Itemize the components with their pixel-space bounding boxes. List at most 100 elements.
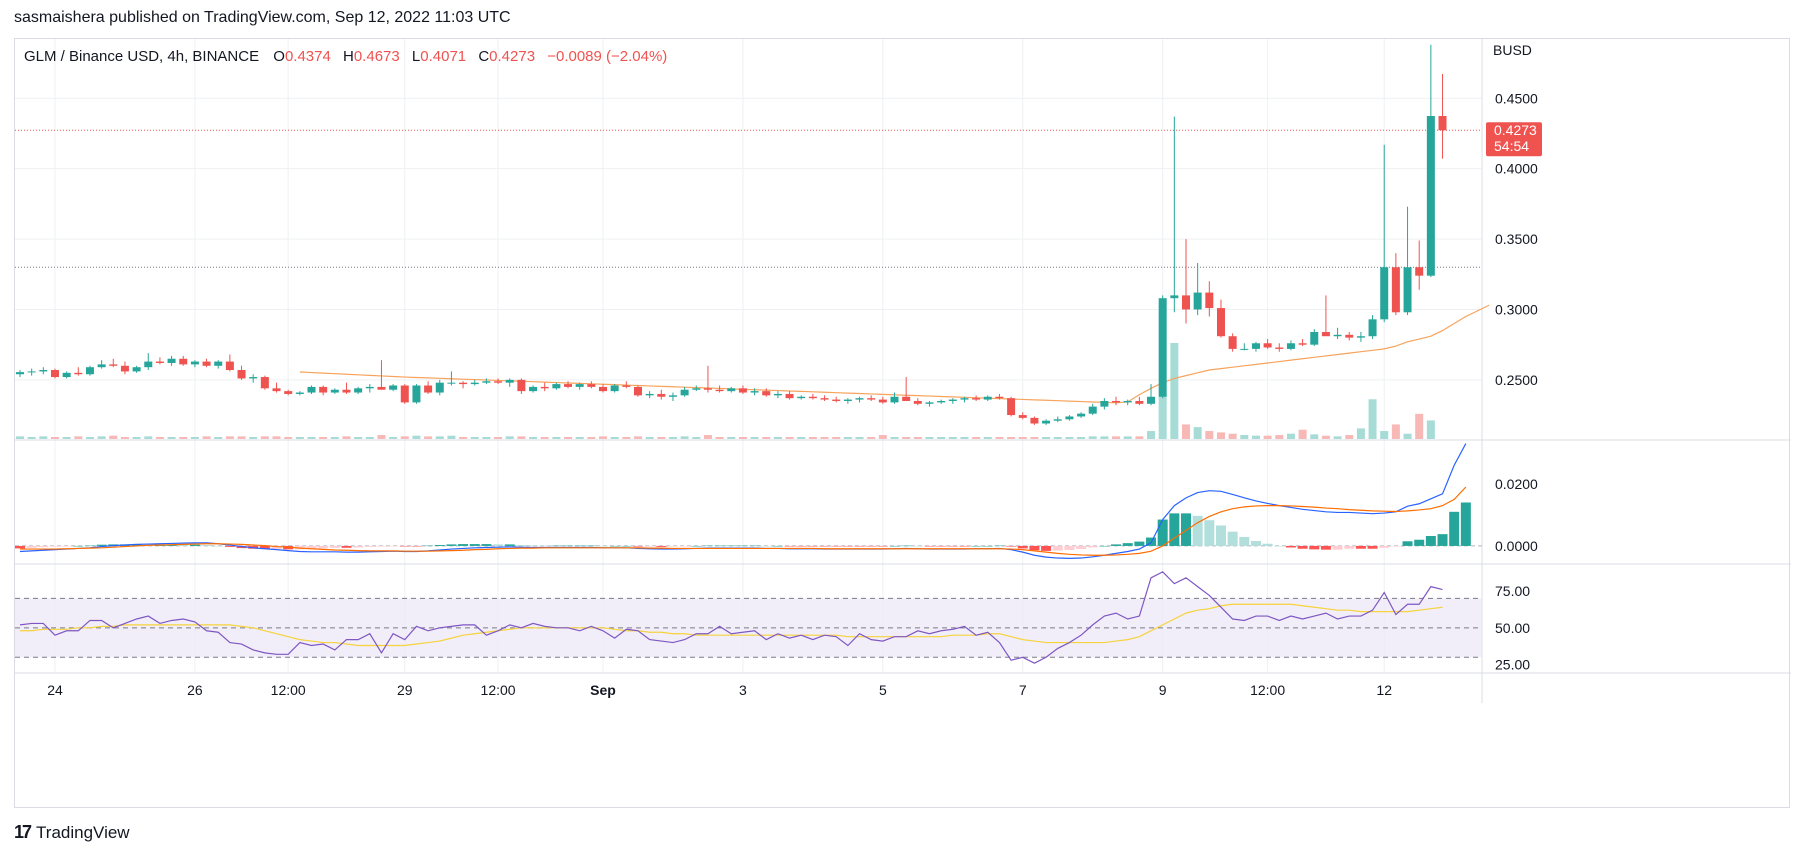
candle-body xyxy=(1310,331,1319,345)
volume-bar xyxy=(1018,437,1027,439)
macd-histogram-bar xyxy=(1320,545,1331,550)
candle-body xyxy=(260,377,269,389)
price-tick-label: 0.4500 xyxy=(1495,90,1538,106)
symbol-title[interactable]: GLM / Binance USD, 4h, BINANCE xyxy=(24,48,260,65)
volume-bar xyxy=(1030,437,1039,439)
volume-bar xyxy=(937,437,946,439)
volume-bar xyxy=(517,436,526,439)
macd-histogram-bar xyxy=(971,545,982,547)
candle-body xyxy=(1426,116,1435,276)
candle-body xyxy=(925,402,934,404)
candle-body xyxy=(225,361,234,371)
volume-bar xyxy=(249,437,258,439)
candle-body xyxy=(1158,298,1167,397)
volume-bar xyxy=(645,437,654,439)
macd-histogram-bar xyxy=(353,545,364,548)
macd-histogram-bar xyxy=(15,545,25,549)
macd-histogram-bar xyxy=(49,545,60,547)
macd-histogram-bar xyxy=(1367,545,1378,549)
volume-bar xyxy=(1298,429,1307,439)
macd-histogram-bar xyxy=(493,544,504,546)
chart-canvas[interactable]: BUSD 0.4500 0.4000 0.3500 0.3000 0.2500 0.4273… xyxy=(15,39,1791,809)
candle-body xyxy=(773,393,782,396)
candle-body xyxy=(1205,292,1214,309)
volume-bar xyxy=(1077,437,1086,439)
high-value: 0.4673 xyxy=(353,48,400,65)
candle-body xyxy=(62,372,71,378)
macd-histogram-bar xyxy=(1414,539,1425,546)
symbol-legend: GLM / Binance USD, 4h, BINANCE O0.4374 H… xyxy=(24,48,667,65)
candle-body xyxy=(1345,334,1354,338)
candle-body xyxy=(1112,400,1121,403)
volume-bar xyxy=(50,437,59,439)
candle-body xyxy=(1275,347,1284,349)
macd-histogram-bar xyxy=(166,544,177,546)
candle-body xyxy=(715,389,724,392)
macd-histogram-bar xyxy=(481,544,492,546)
candle-body xyxy=(1333,334,1342,337)
volume-bar xyxy=(1275,435,1284,439)
candle-body xyxy=(657,393,666,397)
volume-bar xyxy=(1228,433,1237,439)
publisher-line: sasmaishera published on TradingView.com… xyxy=(14,9,511,26)
candle-body xyxy=(1321,331,1330,337)
macd-histogram-bar xyxy=(667,545,678,547)
rsi-line xyxy=(19,571,1443,664)
candle-body xyxy=(517,379,526,392)
macd-histogram-bar xyxy=(866,545,877,547)
volume-bar xyxy=(284,437,293,439)
candle-body xyxy=(249,377,258,379)
macd-histogram-bar xyxy=(271,545,282,550)
time-tick-label: 9 xyxy=(1159,682,1167,698)
volume-bar xyxy=(85,437,94,439)
volume-bar xyxy=(144,436,153,439)
volume-bar xyxy=(447,435,456,439)
volume-bar xyxy=(167,437,176,439)
candle-body xyxy=(1356,336,1365,338)
macd-histogram-bar xyxy=(341,545,352,548)
candle-body xyxy=(575,384,584,387)
macd-histogram-bar xyxy=(784,545,795,547)
macd-histogram-bar xyxy=(1099,545,1110,547)
macd-histogram-bar xyxy=(1239,536,1250,546)
volume-bar xyxy=(1007,437,1016,439)
volume-bar xyxy=(120,437,129,439)
rsi-tick-label: 25.00 xyxy=(1495,657,1530,673)
candle-body xyxy=(505,379,514,383)
volume-bar xyxy=(552,437,561,439)
volume-bar xyxy=(1240,435,1249,439)
candle-body xyxy=(1391,267,1400,313)
volume-bar xyxy=(1182,424,1190,439)
candle-body xyxy=(85,367,94,375)
candle-body xyxy=(1438,116,1447,131)
candle-body xyxy=(633,386,642,396)
candle-body xyxy=(1077,413,1086,417)
macd-signal-line xyxy=(20,486,1467,556)
candle-body xyxy=(645,393,654,396)
candle-body xyxy=(389,385,398,390)
volume-bar xyxy=(237,436,246,439)
candle-body xyxy=(1193,292,1202,310)
candle-body xyxy=(960,398,969,400)
macd-histogram-bar xyxy=(1274,545,1285,547)
macd-histogram-bar xyxy=(1157,519,1168,546)
volume-bar xyxy=(1112,436,1121,439)
volume-bar xyxy=(214,437,223,439)
volume-bar xyxy=(855,437,864,439)
candle-body xyxy=(179,358,188,365)
candle-body xyxy=(39,370,48,372)
macd-histogram-bar xyxy=(1029,545,1040,551)
macd-histogram-bar xyxy=(1064,545,1075,550)
volume-bar xyxy=(1216,432,1225,439)
macd-histogram-bar xyxy=(84,545,95,547)
time-tick-label: 12:00 xyxy=(481,682,516,698)
rsi-tick-label: 75.00 xyxy=(1495,583,1530,599)
macd-histogram-bar xyxy=(1041,545,1052,551)
macd-histogram-bar xyxy=(854,545,865,547)
volume-bar xyxy=(925,437,934,439)
chart-frame[interactable]: BUSD 0.4500 0.4000 0.3500 0.3000 0.2500 0.4273… xyxy=(14,38,1791,809)
candle-body xyxy=(692,388,701,390)
tradingview-logo[interactable]: 17 TradingView xyxy=(14,822,130,843)
last-price-label: 0.4273 xyxy=(1494,122,1537,138)
time-tick-label: 12 xyxy=(1376,682,1392,698)
